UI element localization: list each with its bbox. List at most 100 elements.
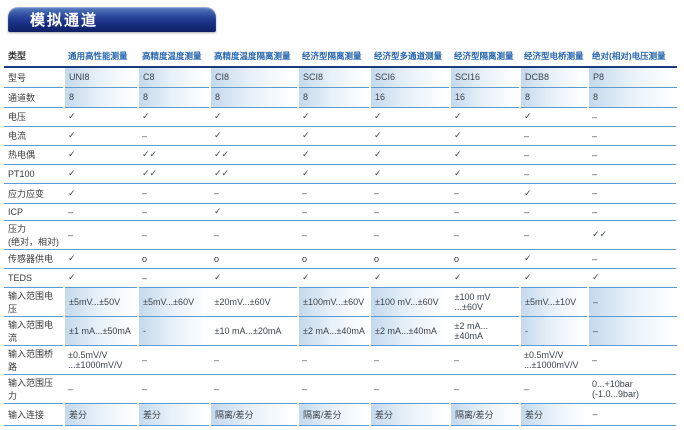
spec-cell: ✓ bbox=[520, 249, 588, 269]
type-header-cell: 绝对(相对)电压测量 bbox=[588, 46, 676, 68]
spec-cell: – bbox=[64, 374, 138, 404]
row-label: 通道数 bbox=[4, 87, 64, 108]
spec-cell: – bbox=[588, 203, 676, 221]
spec-cell: – bbox=[588, 345, 676, 375]
spec-cell: – bbox=[588, 126, 676, 146]
channels-row: 通道数 8 8 8 8 16 16 8 8 bbox=[4, 87, 677, 108]
spec-cell: ✓ bbox=[450, 145, 520, 165]
spec-cell: 差分 bbox=[63, 403, 139, 426]
spec-cell: ✓ bbox=[210, 126, 298, 146]
spec-row: 电流 ✓ – ✓ ✓ ✓ ✓ – – bbox=[4, 126, 676, 146]
spec-table: 类型 通用高性能测量 高精度温度测量 高精度温度隔离测量 经济型隔离测量 经济型多通道测量… bbox=[4, 46, 677, 426]
spec-cell: ✓✓ bbox=[210, 145, 298, 165]
spec-cell: ✓ bbox=[138, 107, 210, 127]
spec-cell: – bbox=[298, 220, 370, 250]
spec-row: 压力 (绝对，相对) – – – – – – – ✓✓ bbox=[4, 220, 676, 250]
spec-cell: – bbox=[588, 249, 676, 269]
spec-cell: ✓ bbox=[64, 164, 138, 184]
spec-cell: – bbox=[370, 374, 450, 404]
spec-cell: ✓ bbox=[450, 126, 520, 146]
spec-cell: 差分 bbox=[369, 403, 451, 426]
channels-cell: 16 bbox=[449, 87, 521, 108]
spec-row: 应力应变 ✓ – – – – – ✓ – bbox=[4, 183, 676, 204]
spec-cell: ✓ bbox=[298, 126, 370, 146]
model-row: 型号 UNI8 C8 CI8 SCI8 SCI6 SCI16 DCB8 P8 bbox=[4, 67, 677, 88]
spec-cell: 隔离/差分 bbox=[449, 403, 521, 426]
type-header-cell: 经济型隔离测量 bbox=[298, 46, 370, 68]
spec-cell: – bbox=[520, 164, 588, 184]
spec-cell: ±20mV...±60V bbox=[210, 287, 298, 317]
spec-cell: ✓ bbox=[370, 107, 450, 127]
spec-cell: ±5mV...±10V bbox=[519, 287, 589, 317]
spec-cell: – bbox=[298, 374, 370, 404]
spec-cell: – bbox=[587, 316, 677, 346]
spec-cell: – bbox=[588, 145, 676, 165]
spec-row: 传感器供电 ✓ o o o o o ✓ – bbox=[4, 249, 676, 269]
spec-table-head: 类型 通用高性能测量 高精度温度测量 高精度温度隔离测量 经济型隔离测量 经济型多通道测量… bbox=[4, 46, 676, 68]
type-header-cell: 经济型电桥测量 bbox=[520, 46, 588, 68]
spec-cell: ✓ bbox=[64, 183, 138, 204]
spec-cell: – bbox=[138, 345, 210, 375]
spec-row: 输入范围电压 ±5mV...±50V ±5mV...±60V ±20mV...±60V… bbox=[4, 287, 677, 317]
spec-cell: ✓ bbox=[370, 145, 450, 165]
spec-cell: ✓ bbox=[450, 164, 520, 184]
spec-cell: ✓✓ bbox=[138, 145, 210, 165]
spec-cell: – bbox=[588, 403, 676, 426]
spec-cell: – bbox=[210, 220, 298, 250]
spec-cell: ±100 mV ...±60V bbox=[450, 287, 520, 317]
spec-table-body: 型号 UNI8 C8 CI8 SCI8 SCI6 SCI16 DCB8 P8 通道数 8 8 8 8 16 1… bbox=[4, 67, 677, 426]
row-label: 输入连接 bbox=[4, 403, 64, 426]
row-label: 热电偶 bbox=[4, 145, 64, 165]
row-label: 传感器供电 bbox=[4, 249, 64, 269]
spec-cell: – bbox=[138, 183, 210, 204]
spec-cell: – bbox=[588, 164, 676, 184]
spec-cell: – bbox=[588, 107, 676, 127]
spec-cell: ±10 mA...±20mA bbox=[210, 316, 298, 346]
spec-cell: ✓ bbox=[210, 268, 298, 288]
spec-cell: ✓ bbox=[210, 107, 298, 127]
spec-cell: – bbox=[520, 126, 588, 146]
row-label: 型号 bbox=[4, 67, 64, 88]
spec-cell: – bbox=[450, 183, 520, 204]
spec-cell: ✓ bbox=[520, 183, 588, 204]
spec-cell: – bbox=[450, 345, 520, 375]
spec-row: ICP – – ✓ – – – – – bbox=[4, 203, 676, 221]
page-title: 模拟通道 bbox=[30, 12, 99, 29]
spec-cell: – bbox=[520, 220, 588, 250]
spec-cell: o bbox=[210, 249, 298, 269]
spec-cell: ±1 mA...±50mA bbox=[63, 316, 139, 346]
spec-cell: ±2 mA... ±40mA bbox=[450, 316, 520, 346]
column-type-header-row: 类型 通用高性能测量 高精度温度测量 高精度温度隔离测量 经济型隔离测量 经济型多通道测量… bbox=[4, 46, 676, 68]
spec-cell: ✓ bbox=[64, 145, 138, 165]
row-label: 输入范围桥路 bbox=[4, 345, 64, 375]
model-cell: SCI16 bbox=[449, 67, 521, 88]
model-cell: P8 bbox=[587, 67, 677, 88]
spec-cell: ±100 mV...±60V bbox=[369, 287, 451, 317]
channels-cell: 16 bbox=[369, 87, 451, 108]
spec-cell: – bbox=[520, 374, 588, 404]
spec-cell: – bbox=[370, 220, 450, 250]
spec-cell: o bbox=[450, 249, 520, 269]
spec-cell: – bbox=[520, 203, 588, 221]
spec-cell: ±0.5mV/V ...±1000mV/V bbox=[520, 345, 588, 375]
row-label: 输入范围压力 bbox=[4, 374, 64, 404]
spec-cell: – bbox=[450, 203, 520, 221]
spec-cell: – bbox=[588, 183, 676, 204]
row-label: PT100 bbox=[4, 164, 64, 184]
spec-cell: – bbox=[210, 374, 298, 404]
spec-cell: ✓✓ bbox=[210, 164, 298, 184]
model-cell: CI8 bbox=[209, 67, 299, 88]
spec-row: 输入范围桥路 ±0.5mV/V ...±1000mV/V – – – – – ±0.5mV/V… bbox=[4, 345, 676, 375]
corner-label: 类型 bbox=[4, 46, 64, 68]
spec-cell: – bbox=[450, 220, 520, 250]
spec-cell: – bbox=[298, 345, 370, 375]
type-header-cell: 经济型多通道测量 bbox=[370, 46, 450, 68]
spec-cell: ±2 mA...±40mA bbox=[369, 316, 451, 346]
spec-cell: ✓✓ bbox=[588, 220, 676, 250]
spec-cell: ±5mV...±60V bbox=[137, 287, 211, 317]
row-label: ICP bbox=[4, 203, 64, 221]
spec-cell: ✓ bbox=[370, 268, 450, 288]
spec-cell: – bbox=[298, 183, 370, 204]
section-banner: 模拟通道 bbox=[8, 7, 216, 32]
spec-cell: ✓ bbox=[64, 126, 138, 146]
